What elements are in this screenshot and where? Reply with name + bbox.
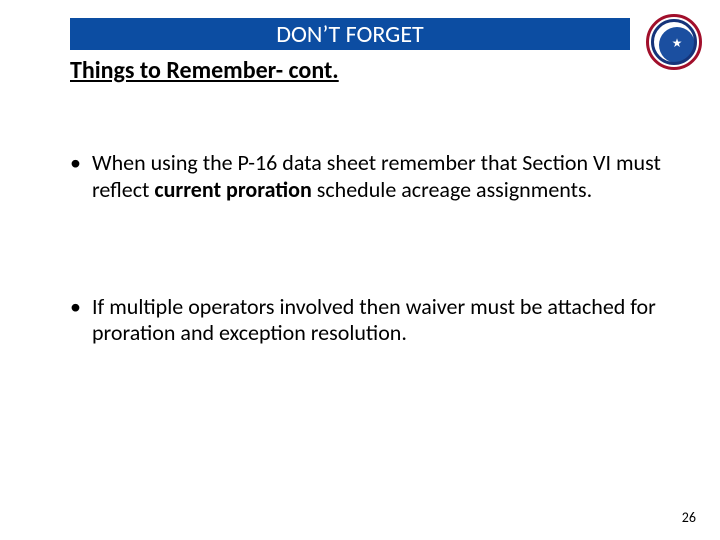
- bullet-text: If multiple operators involved then waiv…: [92, 294, 665, 348]
- title-bar: DON’T FORGET: [70, 18, 630, 50]
- title-text: DON’T FORGET: [276, 20, 424, 49]
- bullet-item: • If multiple operators involved then wa…: [70, 294, 665, 348]
- seal-outer-ring: ★: [646, 14, 702, 70]
- bullet-pre: If multiple operators involved then waiv…: [92, 293, 656, 347]
- subtitle: Things to Remember- cont.: [70, 56, 339, 85]
- slide: DON’T FORGET Things to Remember- cont. ★…: [0, 0, 720, 540]
- seal-inner-circle: ★: [659, 27, 695, 63]
- bullet-item: • When using the P-16 data sheet remembe…: [70, 150, 665, 204]
- bullet-text: When using the P-16 data sheet remember …: [92, 150, 665, 204]
- star-icon: ★: [672, 36, 683, 51]
- content-area: • When using the P-16 data sheet remembe…: [70, 150, 665, 347]
- bullet-marker: •: [70, 150, 92, 204]
- seal-logo: ★: [646, 14, 702, 70]
- bullet-bold: current proration: [154, 176, 316, 203]
- bullet-marker: •: [70, 294, 92, 348]
- page-number: 26: [682, 509, 696, 526]
- bullet-post: schedule acreage assignments.: [317, 176, 592, 203]
